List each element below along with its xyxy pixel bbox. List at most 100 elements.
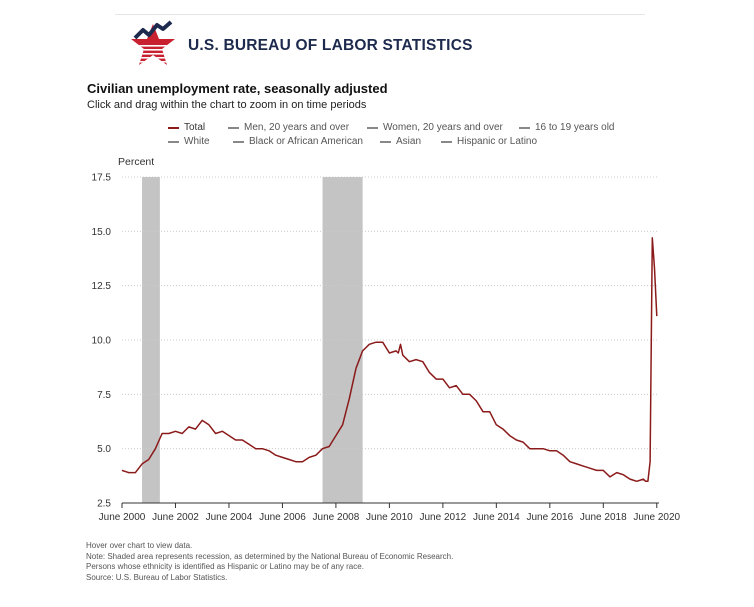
data-point[interactable] bbox=[333, 433, 339, 439]
data-point[interactable] bbox=[654, 313, 660, 319]
chart-plot-area[interactable]: 2.5 5.0 7.5 10.0 12.5 15.0 17.5 June 2000 June 2… bbox=[0, 0, 754, 540]
data-point[interactable] bbox=[547, 448, 553, 454]
data-point[interactable] bbox=[259, 446, 265, 452]
data-point[interactable] bbox=[132, 470, 138, 476]
data-point[interactable] bbox=[413, 357, 419, 363]
data-point[interactable] bbox=[647, 459, 653, 465]
data-point[interactable] bbox=[193, 426, 199, 432]
series-line-total[interactable] bbox=[121, 237, 658, 483]
data-point[interactable] bbox=[567, 459, 573, 465]
legend-swatch bbox=[168, 140, 179, 143]
data-point[interactable] bbox=[326, 444, 332, 450]
x-tick-label: June 2002 bbox=[152, 512, 199, 523]
legend-item-asian[interactable]: Asian bbox=[380, 136, 421, 147]
data-point[interactable] bbox=[473, 398, 479, 404]
data-point[interactable] bbox=[313, 452, 319, 458]
data-point[interactable] bbox=[246, 441, 252, 447]
data-point[interactable] bbox=[206, 422, 212, 428]
data-point[interactable] bbox=[146, 457, 152, 463]
data-point[interactable] bbox=[580, 463, 586, 469]
agency-name[interactable]: U.S. BUREAU OF LABOR STATISTICS bbox=[188, 37, 473, 54]
legend-label: Black or African American bbox=[249, 136, 363, 147]
data-point[interactable] bbox=[507, 433, 513, 439]
data-point[interactable] bbox=[159, 431, 165, 437]
data-point[interactable] bbox=[645, 478, 651, 484]
data-point[interactable] bbox=[574, 461, 580, 467]
data-point[interactable] bbox=[420, 359, 426, 365]
legend-item-white[interactable]: White bbox=[168, 136, 210, 147]
data-point[interactable] bbox=[386, 350, 392, 356]
data-point[interactable] bbox=[213, 431, 219, 437]
data-point[interactable] bbox=[306, 454, 312, 460]
data-point[interactable] bbox=[400, 352, 406, 358]
data-point[interactable] bbox=[500, 426, 506, 432]
data-point[interactable] bbox=[152, 446, 158, 452]
data-point[interactable] bbox=[186, 424, 192, 430]
data-point[interactable] bbox=[340, 422, 346, 428]
data-point[interactable] bbox=[487, 409, 493, 415]
data-point[interactable] bbox=[587, 465, 593, 471]
data-point[interactable] bbox=[266, 448, 272, 454]
axis-layer: 2.5 5.0 7.5 10.0 12.5 15.0 17.5 June 2000 June 2… bbox=[92, 173, 681, 524]
data-point[interactable] bbox=[520, 439, 526, 445]
data-point[interactable] bbox=[527, 446, 533, 452]
data-point[interactable] bbox=[649, 235, 655, 241]
data-point[interactable] bbox=[300, 459, 306, 465]
legend-item-men-20-over[interactable]: Men, 20 years and over bbox=[228, 122, 349, 133]
data-point[interactable] bbox=[467, 391, 473, 397]
data-point[interactable] bbox=[353, 365, 359, 371]
data-point[interactable] bbox=[406, 359, 412, 365]
data-point[interactable] bbox=[540, 446, 546, 452]
data-point[interactable] bbox=[199, 417, 205, 423]
data-point[interactable] bbox=[373, 339, 379, 345]
data-point[interactable] bbox=[273, 452, 279, 458]
data-point[interactable] bbox=[398, 341, 404, 347]
data-point[interactable] bbox=[179, 431, 185, 437]
data-point[interactable] bbox=[427, 370, 433, 376]
data-point[interactable] bbox=[493, 422, 499, 428]
data-point[interactable] bbox=[286, 457, 292, 463]
data-point[interactable] bbox=[453, 383, 459, 389]
data-point[interactable] bbox=[607, 474, 613, 480]
data-point[interactable] bbox=[533, 446, 539, 452]
data-point[interactable] bbox=[594, 467, 600, 473]
data-point[interactable] bbox=[627, 476, 633, 482]
data-point[interactable] bbox=[293, 459, 299, 465]
data-point[interactable] bbox=[253, 446, 259, 452]
data-point[interactable] bbox=[634, 478, 640, 484]
data-point[interactable] bbox=[447, 385, 453, 391]
data-point[interactable] bbox=[480, 409, 486, 415]
data-point[interactable] bbox=[620, 472, 626, 478]
data-point[interactable] bbox=[320, 446, 326, 452]
bls-star-logo-icon[interactable] bbox=[125, 18, 181, 74]
data-point[interactable] bbox=[126, 470, 132, 476]
data-point[interactable] bbox=[173, 428, 179, 434]
data-point[interactable] bbox=[614, 470, 620, 476]
data-point[interactable] bbox=[166, 431, 172, 437]
data-point[interactable] bbox=[139, 461, 145, 467]
legend-item-hispanic[interactable]: Hispanic or Latino bbox=[441, 136, 537, 147]
data-point[interactable] bbox=[440, 376, 446, 382]
data-point[interactable] bbox=[346, 396, 352, 402]
data-point[interactable] bbox=[460, 391, 466, 397]
data-point[interactable] bbox=[233, 437, 239, 443]
data-point[interactable] bbox=[600, 467, 606, 473]
data-point[interactable] bbox=[366, 341, 372, 347]
legend-item-total[interactable]: Total bbox=[168, 122, 205, 133]
legend-item-women-20-over[interactable]: Women, 20 years and over bbox=[367, 122, 503, 133]
legend-item-16-19[interactable]: 16 to 19 years old bbox=[519, 122, 615, 133]
data-point[interactable] bbox=[279, 454, 285, 460]
data-point[interactable] bbox=[554, 448, 560, 454]
x-tick-label: June 2014 bbox=[473, 512, 520, 523]
data-point[interactable] bbox=[652, 265, 658, 271]
data-point[interactable] bbox=[560, 452, 566, 458]
data-point[interactable] bbox=[239, 437, 245, 443]
data-point[interactable] bbox=[219, 428, 225, 434]
data-point[interactable] bbox=[380, 339, 386, 345]
data-point[interactable] bbox=[360, 348, 366, 354]
data-point[interactable] bbox=[119, 467, 125, 473]
data-point[interactable] bbox=[226, 433, 232, 439]
data-point[interactable] bbox=[513, 437, 519, 443]
data-point[interactable] bbox=[433, 376, 439, 382]
legend-item-black[interactable]: Black or African American bbox=[233, 136, 363, 147]
